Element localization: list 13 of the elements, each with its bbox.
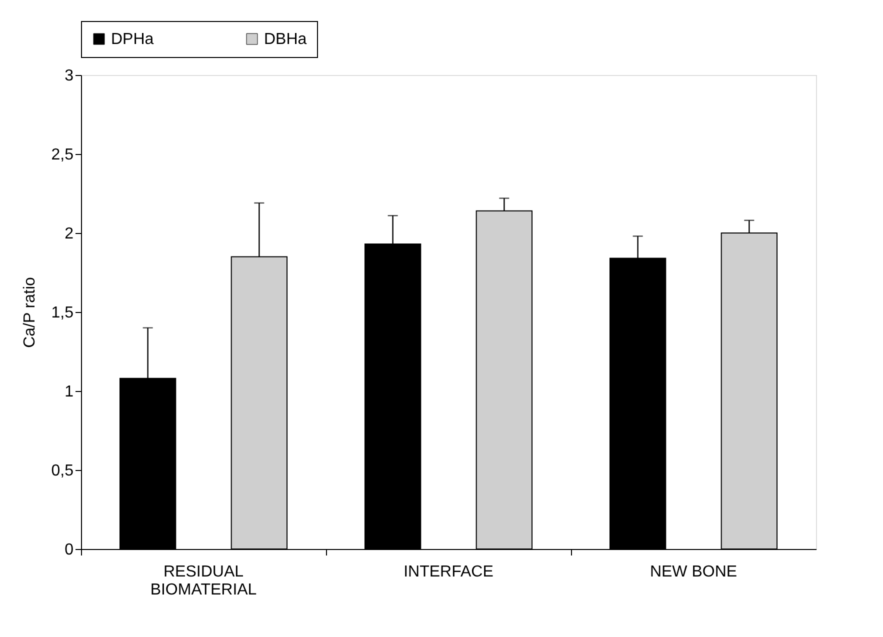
y-tick-label: 0,5: [51, 462, 74, 480]
y-tick-label: 1,5: [51, 304, 74, 322]
y-tick-label: 0: [64, 542, 74, 558]
legend-label: DPHa: [111, 31, 154, 48]
x-tick-label: NEW BONE: [650, 564, 738, 580]
legend-label: DBHa: [264, 31, 307, 48]
y-tick-label: 1: [64, 384, 74, 400]
x-tick-label: RESIDUAL BIOMATERIAL: [150, 564, 257, 598]
y-axis-title: Ca/P ratio: [21, 276, 38, 348]
y-tick-label: 2,5: [51, 146, 74, 164]
y-tick-label: 2: [64, 226, 74, 242]
y-tick-label: 3: [64, 68, 74, 84]
x-tick-label: INTERFACE: [404, 564, 494, 580]
